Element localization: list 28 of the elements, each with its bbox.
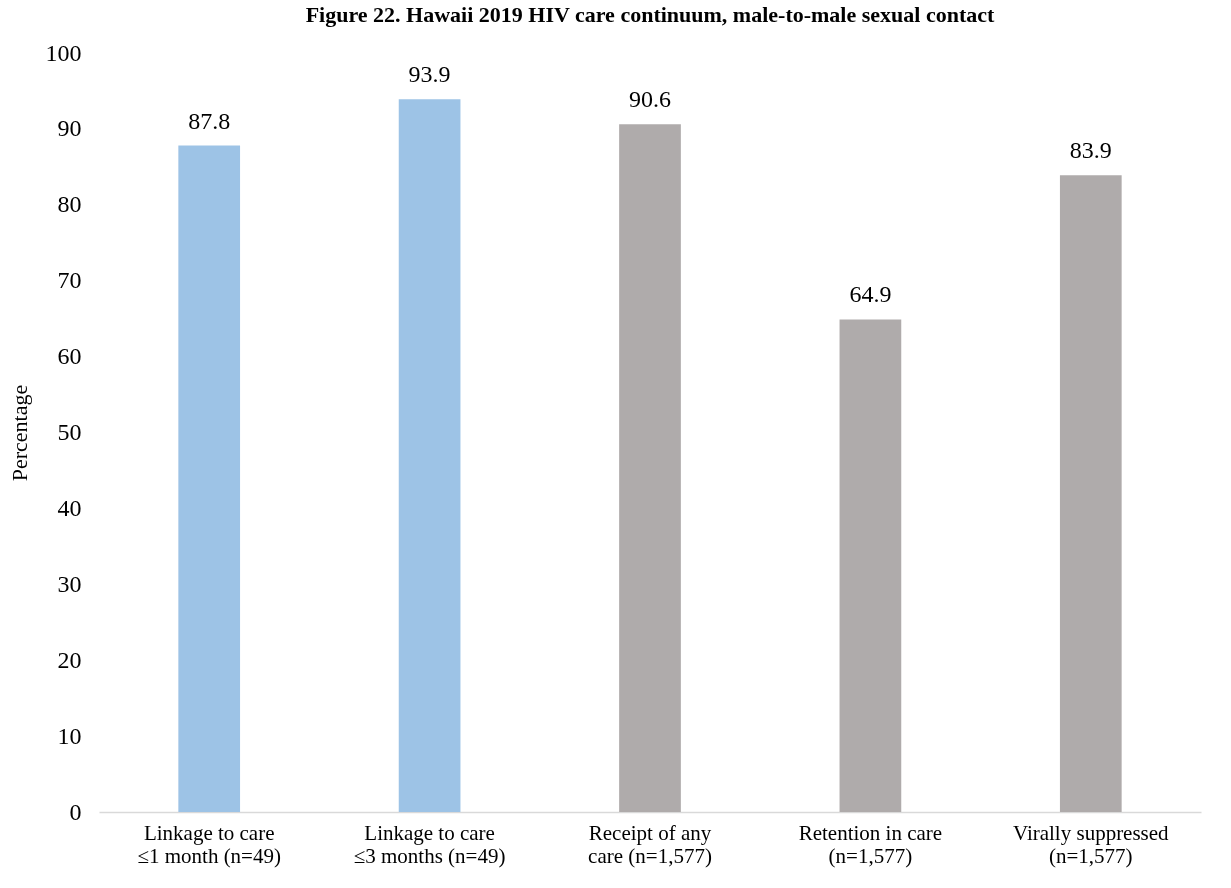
- x-tick-label: Linkage to care ≤1 month (n=49): [137, 820, 281, 868]
- data-label: 87.8: [188, 107, 231, 134]
- x-tick-label: Linkage to care ≤3 months (n=49): [353, 820, 506, 868]
- bar: [398, 99, 461, 812]
- y-axis-title: Percentage: [6, 384, 32, 482]
- bar: [178, 145, 241, 812]
- chart-title: Figure 22. Hawaii 2019 HIV care continuum, male-to-male sexual contact: [305, 2, 995, 27]
- y-tick-label: 10: [57, 722, 82, 749]
- bar: [1059, 175, 1122, 812]
- y-tick-label: 30: [57, 570, 82, 597]
- y-tick-label: 50: [57, 419, 82, 445]
- data-label: 93.9: [408, 61, 451, 88]
- y-tick-label: 20: [57, 646, 82, 673]
- x-tick-label: Receipt of any care (n=1,577): [588, 820, 712, 868]
- bar: [619, 124, 681, 812]
- y-tick-label: 100: [45, 39, 82, 66]
- data-label: 83.9: [1069, 137, 1112, 164]
- data-label: 64.9: [849, 281, 892, 308]
- y-tick-label: 60: [57, 343, 82, 370]
- x-tick-label: Retention in care (n=1,577): [798, 820, 943, 868]
- y-tick-label: 0: [69, 798, 82, 825]
- y-tick-label: 40: [57, 494, 82, 521]
- data-label: 90.6: [629, 86, 671, 113]
- y-tick-label: 90: [57, 115, 82, 142]
- x-tick-label: Virally suppressed (n=1,577): [1012, 820, 1170, 868]
- bar: [839, 319, 902, 812]
- y-tick-label: 80: [57, 191, 82, 218]
- y-tick-label: 70: [57, 267, 82, 294]
